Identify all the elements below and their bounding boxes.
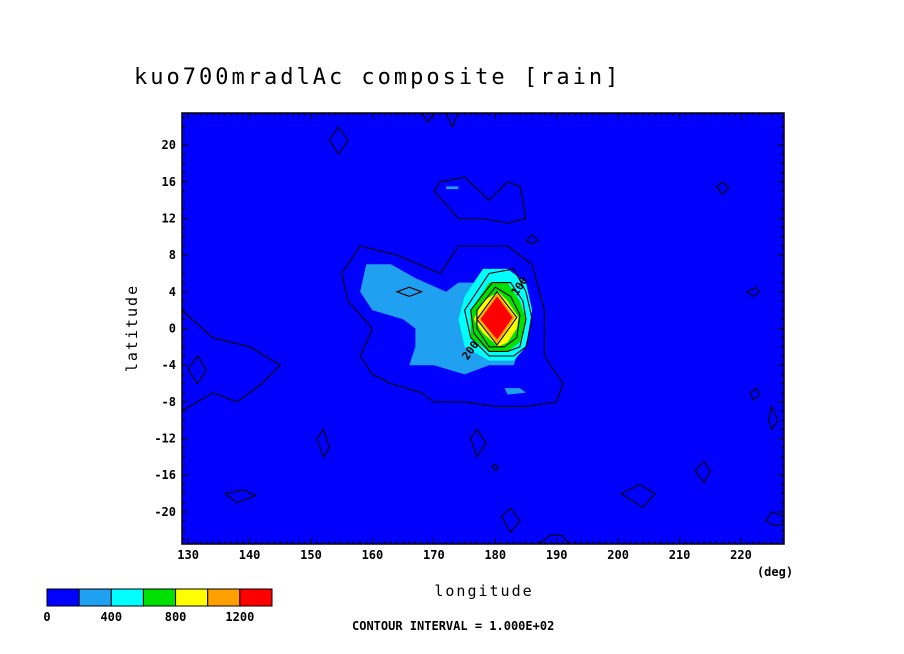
contour-line xyxy=(620,483,656,509)
contour-line xyxy=(341,245,564,407)
x-tick-label: 170 xyxy=(423,548,445,562)
colorbar-tick-label: 400 xyxy=(100,610,122,624)
colorbar-tick-label: 0 xyxy=(43,610,50,624)
filled-region xyxy=(446,186,459,190)
colorbar-tick-label: 800 xyxy=(165,610,187,624)
x-tick-label: 220 xyxy=(730,548,752,562)
contour-line xyxy=(537,534,570,544)
chart-title: kuo700mradlAc composite [rain] xyxy=(134,65,621,90)
contour-line xyxy=(433,176,527,224)
contour-line xyxy=(476,286,521,348)
contour-line xyxy=(746,286,761,298)
contour-line xyxy=(768,404,779,431)
colorbar-swatch xyxy=(142,588,177,607)
y-axis: 20 16 12 8 4 0 -4 -8 -12 -16 -20 xyxy=(154,117,784,540)
y-axis-label: latitude xyxy=(123,284,141,372)
contour-line xyxy=(749,387,761,401)
colorbar-swatch xyxy=(239,588,273,607)
y-tick-label: 12 xyxy=(162,211,176,225)
x-tick-label: 150 xyxy=(300,548,322,562)
contour-line xyxy=(500,507,521,534)
colorbar-swatch xyxy=(207,588,241,607)
colorbar-swatch xyxy=(110,588,144,607)
contour-interval-label: CONTOUR INTERVAL = 1.000E+02 xyxy=(352,619,554,633)
y-tick-label: -20 xyxy=(154,505,176,519)
contour-line xyxy=(187,355,208,385)
x-tick-label: 200 xyxy=(607,548,629,562)
x-axis-label: longitude xyxy=(434,582,533,600)
filled-region xyxy=(480,296,513,340)
y-tick-label: 0 xyxy=(169,322,176,336)
x-tick-label: 180 xyxy=(484,548,506,562)
y-tick-label: -8 xyxy=(162,395,176,409)
x-tick-label: 160 xyxy=(362,548,384,562)
contour-line xyxy=(764,511,784,527)
contour-line xyxy=(395,286,424,297)
contour-line xyxy=(182,309,282,412)
colorbar: 0 400 800 1200 xyxy=(43,588,273,624)
contour-line xyxy=(223,489,258,504)
contour-line xyxy=(316,428,331,459)
contour-line xyxy=(476,290,518,346)
contour-line xyxy=(694,460,711,484)
y-tick-label: 4 xyxy=(169,285,176,299)
y-tick-label: -4 xyxy=(162,358,176,372)
y-tick-label: 16 xyxy=(162,175,176,189)
contour-line xyxy=(525,234,540,245)
colorbar-tick-label: 1200 xyxy=(225,610,254,624)
contour-line xyxy=(445,113,459,129)
contour-line xyxy=(470,428,487,459)
contour-line xyxy=(328,125,349,156)
y-tick-label: 20 xyxy=(162,138,176,152)
y-tick-label: 8 xyxy=(169,248,176,262)
x-axis-unit: (deg) xyxy=(757,565,793,579)
x-tick-label: 130 xyxy=(177,548,199,562)
x-tick-label: 140 xyxy=(239,548,261,562)
contour-line xyxy=(491,463,500,472)
filled-region xyxy=(504,388,526,395)
contour-line xyxy=(470,282,527,352)
colorbar-swatch xyxy=(78,588,112,607)
colorbar-swatch xyxy=(46,588,80,607)
colorbar-swatch xyxy=(175,588,209,607)
contour-line xyxy=(715,181,730,196)
y-tick-label: -12 xyxy=(154,432,176,446)
contour-line xyxy=(464,268,533,357)
x-tick-label: 190 xyxy=(546,548,568,562)
y-tick-label: -16 xyxy=(154,468,176,482)
x-tick-label: 210 xyxy=(669,548,691,562)
x-axis: 130 140 150 160 170 180 190 200 210 220 xyxy=(177,113,785,562)
contour-line xyxy=(421,113,435,124)
